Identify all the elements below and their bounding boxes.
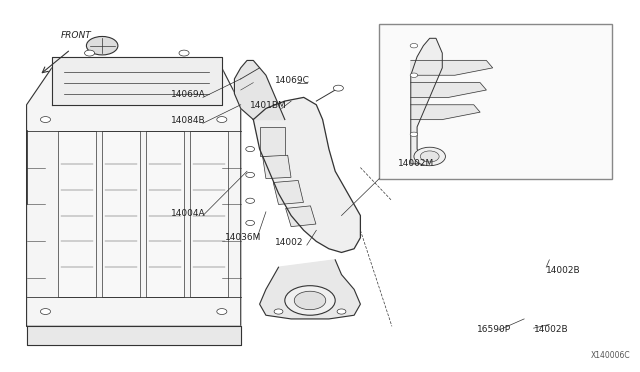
Circle shape (217, 116, 227, 122)
Circle shape (333, 85, 344, 91)
Circle shape (40, 116, 51, 122)
Text: X140006C: X140006C (590, 351, 630, 360)
Circle shape (84, 50, 95, 56)
Text: 14069A: 14069A (172, 90, 206, 99)
Polygon shape (27, 68, 241, 326)
Circle shape (410, 73, 418, 77)
Polygon shape (52, 57, 222, 105)
Bar (58, 131, 96, 297)
Circle shape (246, 147, 255, 152)
Text: FRONT: FRONT (61, 31, 92, 40)
Text: 14002M: 14002M (398, 159, 435, 168)
Bar (380, 23, 612, 179)
Polygon shape (411, 38, 442, 164)
Circle shape (337, 309, 346, 314)
Text: 1401BM: 1401BM (250, 102, 287, 110)
Circle shape (555, 44, 563, 48)
Bar (102, 131, 140, 297)
Text: 14004A: 14004A (172, 209, 206, 218)
Circle shape (420, 151, 439, 162)
Circle shape (274, 309, 283, 314)
Circle shape (410, 132, 418, 137)
Circle shape (285, 286, 335, 315)
Bar (190, 131, 228, 297)
Text: 14036M: 14036M (225, 232, 261, 241)
Circle shape (399, 154, 410, 160)
Circle shape (519, 154, 529, 160)
Circle shape (519, 43, 529, 49)
Bar (147, 131, 184, 297)
Circle shape (294, 291, 326, 310)
Polygon shape (411, 105, 480, 119)
Circle shape (246, 220, 255, 225)
Circle shape (555, 103, 563, 107)
Circle shape (399, 43, 410, 49)
Bar (260, 127, 285, 157)
Text: 14084B: 14084B (172, 116, 206, 125)
Polygon shape (27, 326, 241, 345)
Bar (285, 206, 316, 227)
Bar (262, 155, 291, 179)
Text: 14002B: 14002B (546, 266, 581, 275)
Polygon shape (234, 61, 285, 119)
Text: 14002B: 14002B (534, 325, 568, 334)
Circle shape (246, 172, 255, 177)
Text: 14002: 14002 (275, 238, 304, 247)
Polygon shape (253, 97, 360, 253)
Circle shape (179, 50, 189, 56)
Text: 14069C: 14069C (275, 76, 310, 84)
Circle shape (410, 44, 418, 48)
Circle shape (40, 309, 51, 314)
Bar (273, 180, 303, 205)
Circle shape (246, 198, 255, 203)
Polygon shape (260, 260, 360, 319)
Polygon shape (411, 61, 493, 75)
Polygon shape (411, 83, 486, 97)
Text: 16590P: 16590P (477, 325, 511, 334)
Circle shape (414, 147, 445, 166)
Polygon shape (392, 31, 537, 171)
Circle shape (217, 309, 227, 314)
Circle shape (86, 36, 118, 55)
